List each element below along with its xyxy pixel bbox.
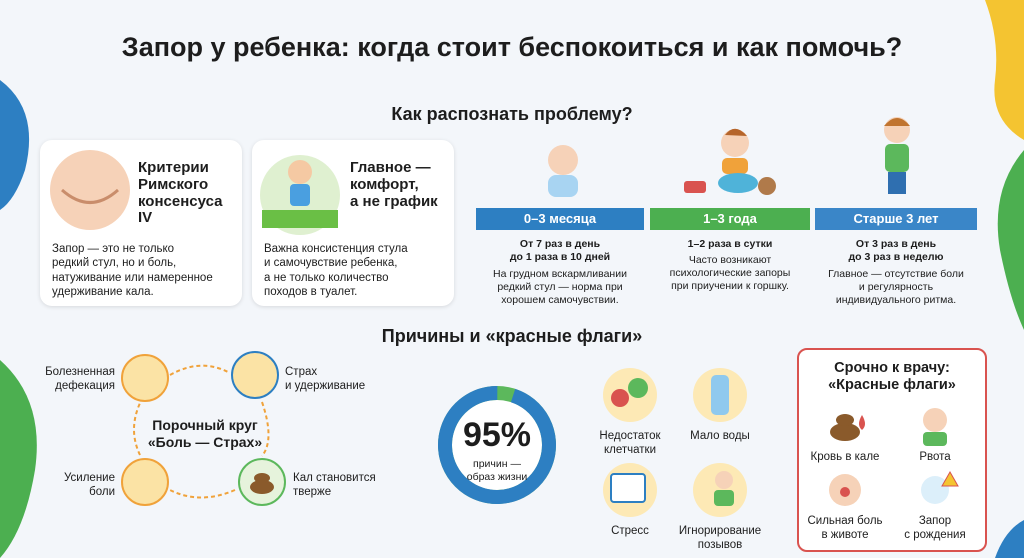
arrow	[261, 401, 270, 457]
teddy-icon	[758, 177, 776, 195]
fiber-icon	[603, 368, 657, 422]
pain-icon	[840, 487, 850, 497]
potty-icon	[718, 173, 758, 193]
kid-icon	[885, 144, 909, 172]
age-note: Часто возникают психологические запоры п…	[669, 254, 791, 293]
kid-icon	[888, 172, 906, 194]
fiber-icon	[611, 389, 629, 407]
blood-icon	[836, 414, 854, 426]
red-flag-title: Срочно к врачу: «Красные флаги»	[828, 360, 956, 394]
vomit-icon	[923, 408, 947, 432]
arrow	[169, 489, 236, 499]
cycle-title: Порочный круг «Боль — Страх»	[147, 417, 263, 450]
blob	[995, 520, 1024, 558]
donut-arc	[438, 386, 556, 504]
toilet-icon	[715, 471, 733, 489]
factor: Мало воды	[690, 430, 750, 442]
age-header: Старше 3 лет	[815, 208, 977, 230]
toy-icon	[684, 181, 706, 193]
age-note: Главное — отсутствие боли и регулярность…	[828, 268, 964, 307]
stat-caption: причин — образ жизни	[466, 458, 528, 483]
red-flag-item: Рвота	[919, 451, 951, 463]
baby-icon	[548, 175, 578, 197]
water-icon	[711, 375, 729, 415]
factor: Игнорирование позывов	[678, 525, 762, 551]
cycle-step: Болезненная дефекация	[45, 366, 115, 392]
blob	[0, 80, 30, 210]
age-norm: От 3 раз в день до 3 раз в неделю	[848, 238, 944, 264]
age-header: 1–3 года	[650, 208, 810, 230]
stat-label: 95%	[462, 416, 532, 454]
age-norm: 1–2 раза в сутки	[687, 238, 773, 250]
card-text: Важна консистенция стула и самочувствие …	[264, 243, 408, 299]
toddler-icon	[722, 158, 748, 174]
belly-icon	[50, 150, 130, 230]
age-header: 0–3 месяца	[476, 208, 644, 230]
section-heading: Как распознать проблему?	[391, 104, 633, 124]
kid-icon	[884, 118, 910, 126]
toddler-icon	[725, 128, 747, 136]
age-note: На грудном вскармливании редкий стул — н…	[493, 268, 627, 307]
factor: Недостаток клетчатки	[599, 430, 661, 456]
red-flag-item: Запор с рождения	[904, 515, 966, 541]
cycle-step: Кал становится тверже	[293, 472, 376, 498]
arrow	[169, 364, 229, 376]
stool-icon	[250, 480, 274, 494]
newborn-icon	[921, 476, 949, 504]
toilet-icon	[714, 490, 734, 506]
card-title: Главное — комфорт, а не график	[350, 159, 438, 210]
child-icon	[290, 184, 310, 206]
cycle-step: Страх и удерживание	[285, 366, 366, 392]
cycle-step: Усиление боли	[64, 472, 115, 498]
child-icon	[288, 160, 312, 184]
toddler-icon	[721, 129, 749, 157]
section-heading: Причины и «красные флаги»	[381, 326, 643, 346]
title: Запор у ребенка: когда стоит беспокоитьс…	[121, 32, 903, 62]
age-norm: От 7 раз в день до 1 раза в 10 дней	[509, 238, 611, 264]
stool-icon	[254, 473, 270, 483]
blob	[985, 0, 1024, 140]
blood-icon	[830, 423, 860, 441]
vomit-icon	[923, 432, 947, 446]
warning-icon	[941, 470, 959, 487]
blob	[0, 360, 37, 558]
pain-icon	[121, 354, 169, 402]
fear-icon	[231, 351, 279, 399]
blob	[997, 150, 1024, 330]
grass	[262, 210, 338, 228]
blood-icon	[859, 415, 865, 430]
belly-icon	[61, 188, 119, 204]
fiber-icon	[628, 378, 648, 398]
factor: Стресс	[611, 525, 649, 537]
red-flag-item: Кровь в кале	[810, 451, 880, 463]
card-text: Запор — это не только редкий стул, но и …	[52, 243, 213, 299]
card-title: Критерии Римского консенсуса IV	[138, 159, 223, 227]
stress-icon	[610, 473, 646, 503]
belly-pain-icon	[121, 458, 169, 506]
red-flag-item: Сильная боль в животе	[807, 515, 883, 541]
baby-icon	[548, 145, 578, 175]
